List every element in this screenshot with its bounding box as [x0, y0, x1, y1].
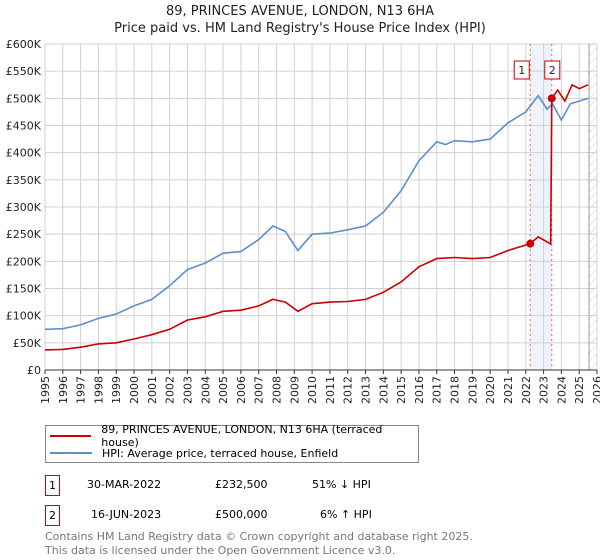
y-tick-label: £150K	[6, 283, 42, 296]
x-tick-label: 2021	[502, 376, 515, 404]
chart-title: 89, PRINCES AVENUE, LONDON, N13 6HA	[165, 4, 435, 19]
x-tick-label: 1996	[57, 376, 70, 404]
x-tick-label: 2015	[395, 376, 408, 404]
sale-date: 16-JUN-2023	[91, 508, 162, 521]
sale-badge: 1	[45, 475, 60, 496]
x-tick-label: 2002	[164, 376, 177, 404]
y-tick-label: £400K	[6, 147, 42, 160]
sale-hpi-diff: 51% ↓ HPI	[312, 478, 371, 491]
sale-label: 1	[518, 64, 525, 77]
sale-point	[547, 94, 556, 103]
legend-label: HPI: Average price, terraced house, Enfi…	[102, 446, 339, 460]
x-tick-label: 2025	[573, 376, 586, 404]
sale-badge: 2	[45, 505, 60, 526]
chart-subtitle: Price paid vs. HM Land Registry's House …	[114, 21, 486, 36]
sale-label-box	[513, 60, 530, 80]
x-tick-label: 2014	[377, 376, 390, 404]
y-tick-label: £0	[27, 364, 41, 377]
x-tick-label: 1998	[92, 376, 105, 404]
legend-item-hpi: HPI: Average price, terraced house, Enfi…	[50, 445, 338, 461]
table-row: 1 30-MAR-2022 £232,500 51% ↓ HPI	[45, 475, 445, 496]
y-tick-label: £200K	[6, 255, 42, 268]
x-tick-label: 2005	[217, 376, 230, 404]
legend-swatch-blue	[50, 452, 92, 454]
x-tick-label: 2017	[431, 376, 444, 404]
x-tick-label: 2012	[342, 376, 355, 404]
x-tick-label: 1999	[110, 376, 123, 404]
y-tick-label: £500K	[6, 92, 42, 105]
x-tick-label: 2010	[306, 376, 319, 404]
x-tick-label: 1997	[75, 376, 88, 404]
x-tick-label: 2001	[146, 376, 159, 404]
x-tick-label: 2026	[591, 376, 600, 404]
series-line	[44, 94, 589, 331]
footer-licence: This data is licensed under the Open Gov…	[45, 544, 396, 557]
sale-label-box	[544, 60, 561, 80]
legend-swatch-red	[50, 435, 92, 437]
x-tick-label: 2004	[199, 376, 212, 404]
y-tick-label: £550K	[6, 65, 42, 78]
x-tick-label: 2018	[449, 376, 462, 404]
y-tick-label: £600K	[6, 38, 42, 51]
legend-label: 89, PRINCES AVENUE, LONDON, N13 6HA (ter…	[101, 423, 383, 449]
y-tick-label: £250K	[6, 228, 42, 241]
x-tick-label: 2003	[181, 376, 194, 404]
x-tick-label: 2007	[253, 376, 266, 404]
x-tick-label: 2008	[270, 376, 283, 404]
x-tick-label: 2019	[466, 376, 479, 404]
sale-date: 30-MAR-2022	[87, 478, 162, 491]
sale-price: £232,500	[215, 478, 268, 491]
x-tick-label: 2000	[128, 376, 141, 404]
x-tick-label: 2009	[288, 376, 301, 404]
x-tick-label: 2011	[324, 376, 337, 404]
x-tick-label: 2020	[484, 376, 497, 404]
y-tick-label: £450K	[6, 120, 42, 133]
x-tick-label: 2013	[360, 376, 373, 404]
sale-hpi-diff: 6% ↑ HPI	[320, 508, 372, 521]
legend-item-property: 89, PRINCES AVENUE, LONDON, N13 6HA (ter…	[50, 423, 418, 449]
sale-point	[526, 239, 535, 248]
x-tick-label: 2023	[538, 376, 551, 404]
x-tick-label: 1995	[39, 376, 52, 404]
y-tick-label: £300K	[6, 201, 42, 214]
x-tick-label: 2024	[555, 376, 568, 404]
x-tick-label: 2016	[413, 376, 426, 404]
x-tick-label: 2006	[235, 376, 248, 404]
series-line	[44, 83, 589, 351]
footer-copyright: Contains HM Land Registry data © Crown c…	[45, 530, 473, 543]
sale-label: 2	[549, 64, 556, 77]
table-row: 2 16-JUN-2023 £500,000 6% ↑ HPI	[45, 505, 445, 526]
x-tick-label: 2022	[520, 376, 533, 404]
sale-price: £500,000	[215, 508, 268, 521]
legend: 89, PRINCES AVENUE, LONDON, N13 6HA (ter…	[45, 423, 419, 463]
y-tick-label: £100K	[6, 310, 42, 323]
price-chart: 1995 1996 1997 1998 1999 2000 2001 2002 2003 2004…	[6, 38, 600, 404]
y-tick-label: £350K	[6, 174, 42, 187]
y-tick-label: £50K	[13, 337, 42, 350]
